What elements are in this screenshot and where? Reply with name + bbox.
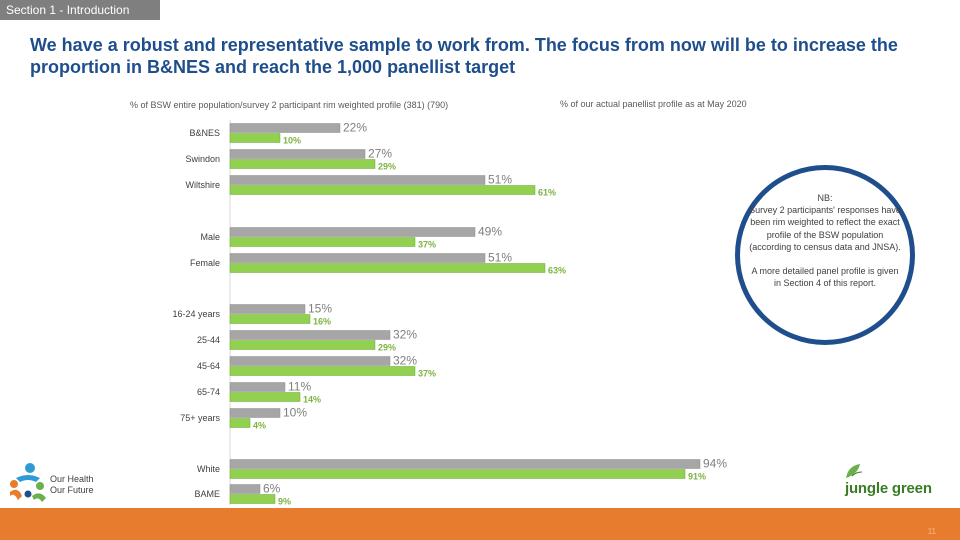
data-label-panel: 91%	[688, 472, 706, 482]
data-label-population: 49%	[478, 225, 502, 239]
bar-panel	[229, 314, 311, 324]
data-label-population: 32%	[393, 328, 417, 342]
people-logo-icon	[10, 463, 46, 502]
data-label-panel: 37%	[418, 240, 436, 250]
bar-population	[229, 356, 391, 366]
nb-callout-text: NB: Survey 2 participants' responses hav…	[748, 192, 902, 289]
footer-band: 11	[0, 508, 960, 540]
bar-panel	[229, 469, 686, 479]
nb-body: Survey 2 participants' responses have be…	[749, 205, 901, 252]
data-label-population: 27%	[368, 147, 392, 161]
legend-series-a: % of BSW entire population/survey 2 part…	[130, 100, 449, 110]
data-label-population: 51%	[488, 173, 512, 187]
data-label-panel: 29%	[378, 343, 396, 353]
bar-panel	[229, 494, 276, 504]
bar-population	[229, 149, 366, 159]
data-label-population: 32%	[393, 354, 417, 368]
jungle-green-logo	[842, 462, 942, 502]
left-logo-text: Our Health Our Future	[50, 474, 94, 496]
category-label: White	[197, 464, 220, 474]
data-label-panel: 61%	[538, 188, 556, 198]
bar-population	[229, 330, 391, 340]
page-title: We have a robust and representative samp…	[30, 35, 898, 77]
bar-panel	[229, 366, 416, 376]
data-label-panel: 4%	[253, 421, 266, 431]
data-label-panel: 14%	[303, 395, 321, 405]
data-label-panel: 37%	[418, 369, 436, 379]
data-label-population: 22%	[343, 121, 367, 135]
bar-population	[229, 304, 306, 314]
category-label: BAME	[194, 489, 220, 499]
bar-panel	[229, 185, 536, 195]
bar-panel	[229, 392, 301, 402]
bar-population	[229, 227, 476, 237]
bar-panel	[229, 237, 416, 247]
category-label: Female	[190, 258, 220, 268]
bar-population	[229, 459, 701, 469]
left-logo-line2: Our Future	[50, 485, 94, 495]
data-label-population: 6%	[263, 482, 281, 496]
our-health-our-future-logo	[8, 462, 118, 504]
bar-panel	[229, 263, 546, 273]
bar-population	[229, 175, 486, 185]
category-label: Wiltshire	[185, 180, 220, 190]
bar-population	[229, 382, 286, 392]
page-number: 11	[927, 527, 936, 536]
leaf-icon	[846, 464, 863, 478]
category-label: 25-44	[197, 335, 220, 345]
bar-population	[229, 253, 486, 263]
bar-panel	[229, 340, 376, 350]
bar-panel	[229, 133, 281, 143]
data-label-population: 51%	[488, 251, 512, 265]
nb-more: A more detailed panel profile is given i…	[751, 266, 899, 289]
bar-panel	[229, 159, 376, 169]
data-label-panel: 63%	[548, 266, 566, 276]
bar-population	[229, 408, 281, 418]
category-label: B&NES	[189, 128, 220, 138]
nb-callout-circle	[735, 165, 915, 345]
category-label: 65-74	[197, 387, 220, 397]
data-label-population: 94%	[703, 457, 727, 471]
section-label: Section 1 - Introduction	[0, 0, 160, 20]
bar-panel	[229, 418, 251, 428]
legend-series-b: % of our actual panellist profile as at …	[560, 99, 747, 109]
bar-population	[229, 123, 341, 133]
nb-title: NB:	[817, 193, 833, 203]
category-label: 75+ years	[180, 413, 220, 423]
data-label-panel: 29%	[378, 162, 396, 172]
category-label: Swindon	[185, 154, 220, 164]
jungle-green-wordmark: jungle green	[845, 480, 932, 497]
data-label-panel: 9%	[278, 497, 291, 507]
data-label-panel: 10%	[283, 136, 301, 146]
category-label: 16-24 years	[172, 309, 220, 319]
category-label: Male	[200, 232, 220, 242]
bar-population	[229, 484, 261, 494]
category-label: 45-64	[197, 361, 220, 371]
data-label-population: 10%	[283, 406, 307, 420]
left-logo-line1: Our Health	[50, 474, 94, 484]
data-label-population: 15%	[308, 302, 332, 316]
data-label-panel: 16%	[313, 317, 331, 327]
data-label-population: 11%	[288, 380, 311, 394]
